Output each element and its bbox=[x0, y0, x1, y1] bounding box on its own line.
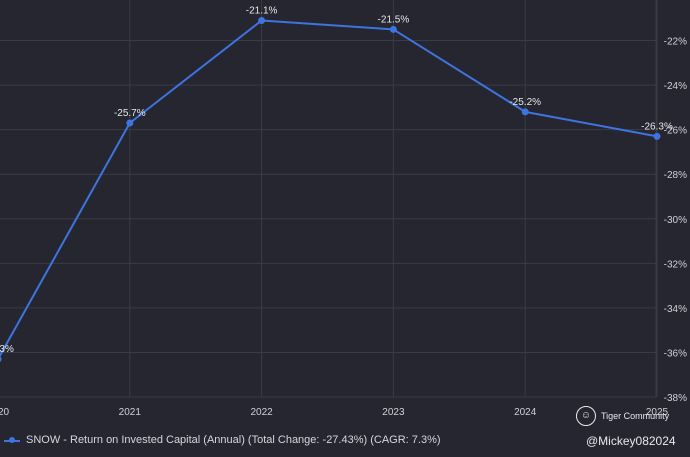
series-line bbox=[0, 19, 658, 358]
y-tick-label: -22% bbox=[664, 37, 687, 48]
data-point bbox=[0, 356, 2, 362]
y-tick-label: -24% bbox=[664, 81, 687, 92]
y-tick-label: -36% bbox=[664, 348, 687, 359]
data-point bbox=[521, 108, 529, 116]
y-tick-label: -30% bbox=[664, 215, 687, 226]
data-label: -25.7% bbox=[114, 108, 146, 119]
legend-series-label: SNOW - Return on Invested Capital (Annua… bbox=[26, 434, 441, 446]
x-tick-label: 2022 bbox=[250, 407, 273, 418]
data-label: -36.3% bbox=[0, 344, 14, 355]
chart-legend[interactable]: SNOW - Return on Invested Capital (Annua… bbox=[4, 434, 441, 446]
watermark-handle: @Mickey082024 bbox=[586, 434, 676, 448]
data-point bbox=[653, 132, 661, 140]
y-tick-label: -32% bbox=[664, 259, 687, 270]
x-tick-label: 2025 bbox=[646, 407, 669, 418]
x-tick-label: 2023 bbox=[382, 407, 405, 418]
data-label: -26.3% bbox=[641, 121, 673, 132]
data-point bbox=[258, 17, 266, 25]
data-label: -25.2% bbox=[509, 97, 541, 108]
x-tick-label: 2024 bbox=[514, 407, 537, 418]
data-label: -21.5% bbox=[378, 14, 410, 25]
y-tick-label: -28% bbox=[664, 170, 687, 181]
data-point bbox=[126, 119, 134, 127]
watermark: ☺ Tiger Community @Mickey082024 bbox=[576, 406, 686, 448]
tiger-logo-icon: ☺ bbox=[576, 406, 596, 426]
data-point bbox=[389, 25, 397, 33]
data-label: -21.1% bbox=[246, 6, 278, 17]
watermark-brand: Tiger Community bbox=[601, 411, 670, 421]
y-tick-label: -34% bbox=[664, 304, 687, 315]
x-tick-label: 2021 bbox=[119, 407, 142, 418]
y-tick-label: -20% bbox=[664, 0, 687, 3]
y-tick-label: -26% bbox=[664, 126, 687, 137]
legend-series-marker bbox=[4, 435, 20, 445]
y-tick-label: -38% bbox=[664, 393, 687, 404]
